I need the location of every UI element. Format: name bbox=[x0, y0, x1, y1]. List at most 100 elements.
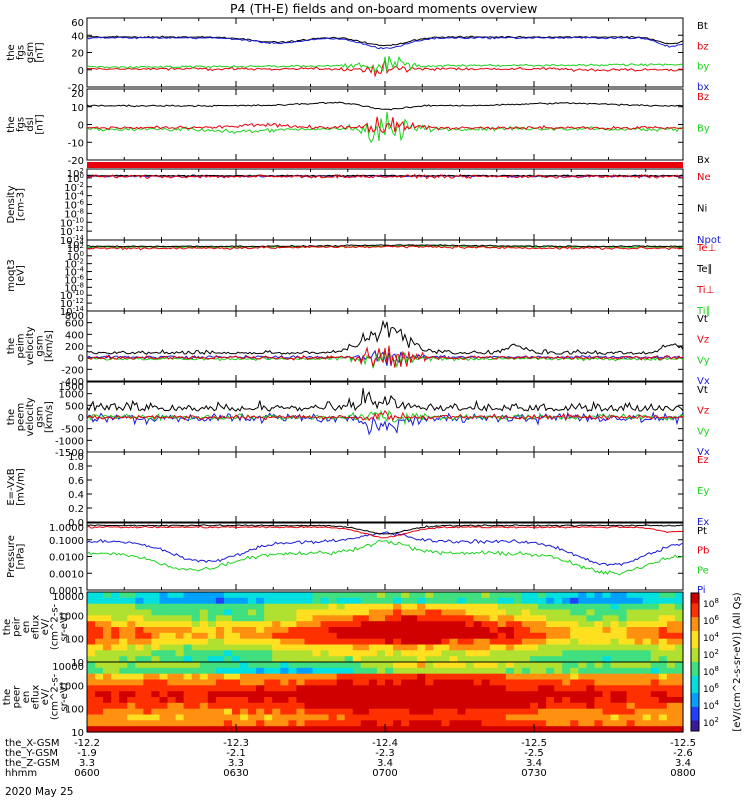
spectrogram-cell bbox=[304, 597, 314, 605]
spectrogram-cell bbox=[538, 621, 547, 628]
spectrogram-cell bbox=[191, 685, 201, 692]
spectrogram-cell bbox=[240, 627, 249, 634]
spectrogram-cell bbox=[578, 632, 587, 640]
spectrogram-cell bbox=[417, 662, 426, 669]
y-axis-label: gsm bbox=[35, 406, 46, 427]
y-tick-label: 10 bbox=[71, 728, 84, 739]
y-tick-label: 10-14 bbox=[60, 305, 85, 318]
spectrogram-cell bbox=[441, 720, 451, 727]
x-tick-time: 0700 bbox=[372, 768, 397, 779]
spectrogram-cell bbox=[602, 627, 612, 634]
spectrogram-cell bbox=[175, 697, 185, 704]
spectrogram-cell bbox=[352, 615, 362, 622]
spectrogram-cell bbox=[586, 603, 596, 611]
spectrogram-cell bbox=[312, 615, 322, 622]
spectrogram-cell bbox=[264, 650, 273, 657]
spectrogram-cell bbox=[457, 609, 467, 616]
spectrogram-cell bbox=[368, 615, 378, 622]
spectrogram-cell bbox=[248, 603, 257, 611]
spectrogram-cell bbox=[546, 720, 555, 727]
spectrogram-cell bbox=[562, 708, 571, 716]
spectrogram-cell bbox=[385, 644, 394, 651]
spectrogram-cell bbox=[465, 691, 475, 698]
spectrogram-cell bbox=[232, 667, 241, 675]
spectrogram-cell bbox=[368, 603, 378, 611]
spectrogram-cell bbox=[425, 650, 434, 657]
spectrogram-cell bbox=[538, 667, 547, 675]
spectrogram-cell bbox=[401, 697, 410, 704]
y-axis-label: [mV/m] bbox=[16, 468, 27, 506]
spectrogram-cell bbox=[103, 644, 112, 651]
spectrogram-cell bbox=[288, 702, 298, 710]
spectrogram-cell bbox=[602, 702, 612, 710]
spectrogram-cell bbox=[256, 673, 265, 681]
spectrogram-cell bbox=[425, 644, 434, 651]
spectrogram-cell bbox=[87, 679, 96, 686]
y-tick-label: 10-2 bbox=[64, 258, 84, 271]
spectrogram-cell bbox=[376, 679, 386, 686]
spectrogram-cell bbox=[280, 702, 289, 710]
spectrogram-cell bbox=[393, 662, 402, 669]
colorbar-cell bbox=[691, 606, 699, 611]
spectrogram-cell bbox=[401, 650, 410, 657]
spectrogram-cell bbox=[441, 632, 451, 640]
spectrogram-cell bbox=[103, 597, 112, 605]
spectrogram-cell bbox=[505, 621, 515, 628]
spectrogram-cell bbox=[441, 685, 451, 692]
spectrogram-cell bbox=[199, 609, 209, 616]
spectrogram-cell bbox=[530, 702, 539, 710]
spectrogram-cell bbox=[602, 650, 612, 657]
spectrogram-cell bbox=[562, 720, 571, 727]
spectrogram-cell bbox=[473, 685, 483, 692]
spectrogram-cell bbox=[538, 615, 547, 622]
spectrogram-cell bbox=[151, 667, 161, 675]
spectrogram-cell bbox=[425, 603, 434, 611]
spectrogram-cell bbox=[344, 632, 354, 640]
spectrogram-cell bbox=[143, 662, 153, 669]
spectrogram-cell bbox=[328, 662, 338, 669]
spectrogram-cell bbox=[465, 609, 475, 616]
spectrogram-cell bbox=[626, 656, 636, 663]
spectrogram-cell bbox=[135, 726, 144, 733]
spectrogram-cell bbox=[546, 656, 555, 663]
spectrogram-cell bbox=[417, 714, 426, 721]
spectrogram-cell bbox=[441, 592, 451, 599]
spectrogram-cell bbox=[103, 592, 112, 599]
spectrogram-cell bbox=[521, 650, 531, 657]
colorbar-cell bbox=[691, 703, 699, 708]
panel-frame-efield bbox=[86, 451, 684, 523]
spectrogram-cell bbox=[497, 697, 507, 704]
spectrogram-cell bbox=[175, 691, 185, 698]
spectrogram-cell bbox=[473, 621, 483, 628]
spectrogram-cell bbox=[143, 603, 153, 611]
spectrogram-cell bbox=[207, 708, 217, 716]
spectrogram-cell bbox=[530, 673, 539, 681]
spectrogram-cell bbox=[143, 726, 153, 733]
y-axis-label: sr-eV) bbox=[59, 612, 70, 641]
spectrogram-cell bbox=[570, 726, 579, 733]
spectrogram-cell bbox=[312, 638, 322, 646]
spectrogram-cell bbox=[481, 697, 491, 704]
spectrogram-cell bbox=[401, 708, 410, 716]
spectrogram-cell bbox=[119, 667, 128, 675]
spectrogram-cell bbox=[610, 667, 620, 675]
spectrogram-cell bbox=[248, 667, 257, 675]
spectrogram-cell bbox=[240, 679, 249, 686]
spectrogram-cell bbox=[658, 708, 668, 716]
spectrogram-cell bbox=[594, 697, 604, 704]
legend-Bt: Bt bbox=[697, 21, 708, 32]
spectrogram-cell bbox=[87, 603, 96, 611]
spectrogram-cell bbox=[376, 632, 386, 640]
spectrogram-cell bbox=[175, 621, 185, 628]
spectrogram-cell bbox=[618, 673, 628, 681]
spectrogram-cell bbox=[481, 685, 491, 692]
x-tick-gsm-x: -12.4 bbox=[372, 738, 398, 749]
y-tick-label: 102 bbox=[67, 167, 84, 180]
spectrogram-cell bbox=[304, 662, 314, 669]
colorbar-cell bbox=[691, 706, 699, 711]
spectrogram-cell bbox=[481, 691, 491, 698]
spectrogram-cell bbox=[441, 714, 451, 721]
spectrogram-cell bbox=[578, 603, 587, 611]
y-tick-label: 10-10 bbox=[60, 289, 84, 302]
spectrogram-cell bbox=[489, 697, 499, 704]
